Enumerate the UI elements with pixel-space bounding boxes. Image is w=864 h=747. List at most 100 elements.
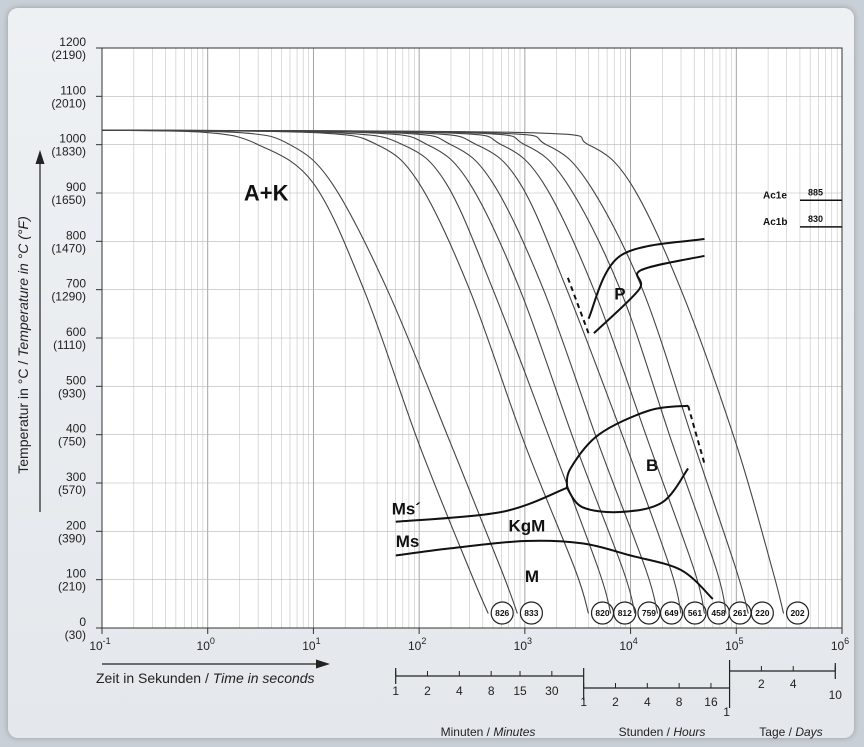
minutes-label: Minuten / Minutes [441,725,536,739]
x-axis-arrow-head [316,659,330,669]
x-tick-label: 104 [619,636,637,653]
y-tick-label-f: (750) [58,435,86,449]
hardness-label: 458 [711,608,725,618]
ac-label: Ac1b [763,217,787,228]
hardness-label: 820 [595,608,609,618]
minutes-tick-label: 4 [456,684,463,698]
y-tick-label-f: (390) [58,531,86,545]
y-tick-label-f: (2190) [51,48,86,62]
bainite-dashed-line [687,405,706,464]
y-tick-label-c: 100 [66,567,86,581]
hardness-label: 833 [524,608,538,618]
bainite-upper-line [565,404,689,488]
minutes-tick-label: 15 [513,684,527,698]
y-tick-label-c: 200 [66,518,86,532]
days-tick-label: 1 [723,705,730,719]
pearlite-start-line [587,237,705,320]
pearlite-finish-line [593,254,705,334]
hours-label: Stunden / Hours [619,725,706,739]
y-tick-label-c: 900 [66,180,86,194]
y-tick-label-f: (1110) [53,338,86,352]
x-tick-label: 10-1 [89,636,110,653]
hardness-label: 826 [495,608,509,618]
region-label-ak: A+K [244,180,289,205]
hardness-circle [490,601,514,625]
y-axis-title: Temperatur in °C / Temperature in °C (°F… [15,216,31,473]
hardness-circle [750,601,774,625]
y-tick-label-f: (1470) [51,241,86,255]
region-label-p: P [614,284,625,303]
region-labels: A+K P B Ms´ KgM Ms M Ac1e 885 Ac1b 830 [244,180,842,586]
minutes-tick-label: 2 [424,684,431,698]
hours-tick-label: 4 [644,695,651,709]
region-label-b: B [646,456,658,475]
days-tick-label: 4 [790,677,797,691]
y-tick-label-c: 600 [66,325,86,339]
ac-label: Ac1e [763,190,787,201]
region-label-ms-prime: Ms´ [392,499,421,518]
grid [101,47,842,629]
y-tick-label-f: (2010) [51,96,86,110]
days-tick-label: 2 [758,677,765,691]
minutes-tick-label: 8 [488,684,495,698]
y-tick-label-f: (30) [65,628,86,642]
x-tick-label: 100 [197,636,215,653]
y-tick-label-c: 0 [79,615,86,629]
hardness-label: 812 [618,608,632,618]
y-tick-label-c: 1200 [59,35,86,49]
ms-line [395,539,714,600]
time-scales: 1 2 4 8 15 30 1 2 4 8 16 1 2 4 10 [392,660,842,719]
cooling-curve [101,129,489,614]
region-label-kgm: KgM [508,516,545,535]
y-tick-label-f: (1290) [51,290,86,304]
ms-prime-line [395,486,568,523]
y-tick-label-f: (930) [58,386,86,400]
y-tick-label-c: 300 [66,470,86,484]
y-tick-label-c: 400 [66,422,86,436]
y-tick-label-c: 800 [66,228,86,242]
x-tick-label: 101 [302,636,320,653]
phase-boundaries [395,237,714,600]
hardness-circle [683,601,707,625]
y-tick-label-c: 700 [66,277,86,291]
hardness-circle [659,601,684,625]
hardness-label: 759 [642,608,656,618]
cooling-curve [101,129,785,614]
ac-value: 830 [808,214,823,224]
region-label-ms: Ms [396,532,420,551]
days-label: Tage / Days [759,725,822,739]
y-tick-label-f: (1650) [51,193,86,207]
ac-value: 885 [808,187,823,197]
hardness-circle [613,601,637,625]
hardness-label: 202 [790,608,804,618]
hours-tick-label: 1 [580,695,587,709]
bainite-lower-line [566,467,689,514]
x-tick-label: 105 [725,636,743,653]
region-label-m: M [525,567,539,586]
y-axis-arrow-head [35,150,45,164]
x-tick-label: 103 [514,636,532,653]
y-tick-label-f: (570) [58,483,86,497]
x-tick-label: 106 [831,636,849,653]
y-tick-label-f: (1830) [51,145,86,159]
hours-tick-label: 8 [676,695,683,709]
minutes-tick-label: 1 [392,684,399,698]
axes: 0(30)100(210)200(390)300(570)400(750)500… [35,35,849,669]
hours-tick-label: 16 [704,695,718,709]
hours-tick-label: 2 [612,695,619,709]
y-tick-label-c: 500 [66,373,86,387]
hardness-label: 261 [733,608,747,618]
hardness-label: 220 [755,608,769,618]
x-axis-title: Zeit in Sekunden / Time in seconds [96,670,315,686]
y-tick-label-c: 1100 [60,83,86,97]
cooling-curve [101,129,518,614]
hardness-circle [637,601,661,625]
pearlite-dashed-line [565,274,590,334]
y-tick-label-f: (210) [58,580,86,594]
hardness-circle [785,601,810,625]
y-tick-label-c: 1000 [59,132,86,146]
days-tick-label: 10 [829,688,843,702]
cooling-curves: 826 833 820 812 759 649 561 458 261 220 202 [101,129,810,625]
minutes-tick-label: 30 [545,684,559,698]
